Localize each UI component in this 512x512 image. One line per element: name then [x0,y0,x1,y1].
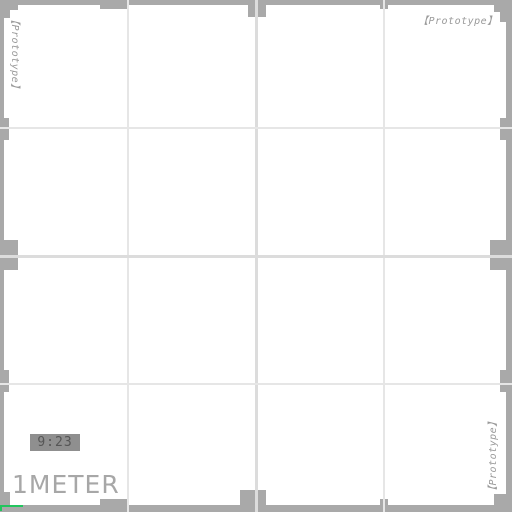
frame-right-seg-1 [500,118,512,140]
frame-left-seg-3 [0,370,9,392]
prototype-label-top-right: 【Prototype】 [418,16,498,27]
prototype-label-left-vertical: 【Prototype】 [9,14,20,94]
corner-marker-icon [0,505,23,511]
hud-clock: 9:23 [30,434,80,451]
frame-corner-tr-v [500,0,512,22]
prototype-label-right-vertical: 【Prototype】 [488,416,499,496]
hud-scale-label: 1METER [12,470,120,499]
frame-left-seg-4 [0,492,10,512]
grid-line-horizontal-3 [0,383,512,385]
frame-corner-br [494,494,512,512]
grid-line-horizontal-2 [0,255,512,258]
frame-right-seg-3 [500,370,512,392]
frame-left-seg-1 [0,118,9,140]
grid-line-horizontal-1 [0,127,512,129]
frame-corner-tl-v [0,0,10,18]
frame-bottom-seg-2 [240,490,266,512]
frame-bottom-seg-1 [100,499,128,512]
frame-top-seg-1 [100,0,128,9]
